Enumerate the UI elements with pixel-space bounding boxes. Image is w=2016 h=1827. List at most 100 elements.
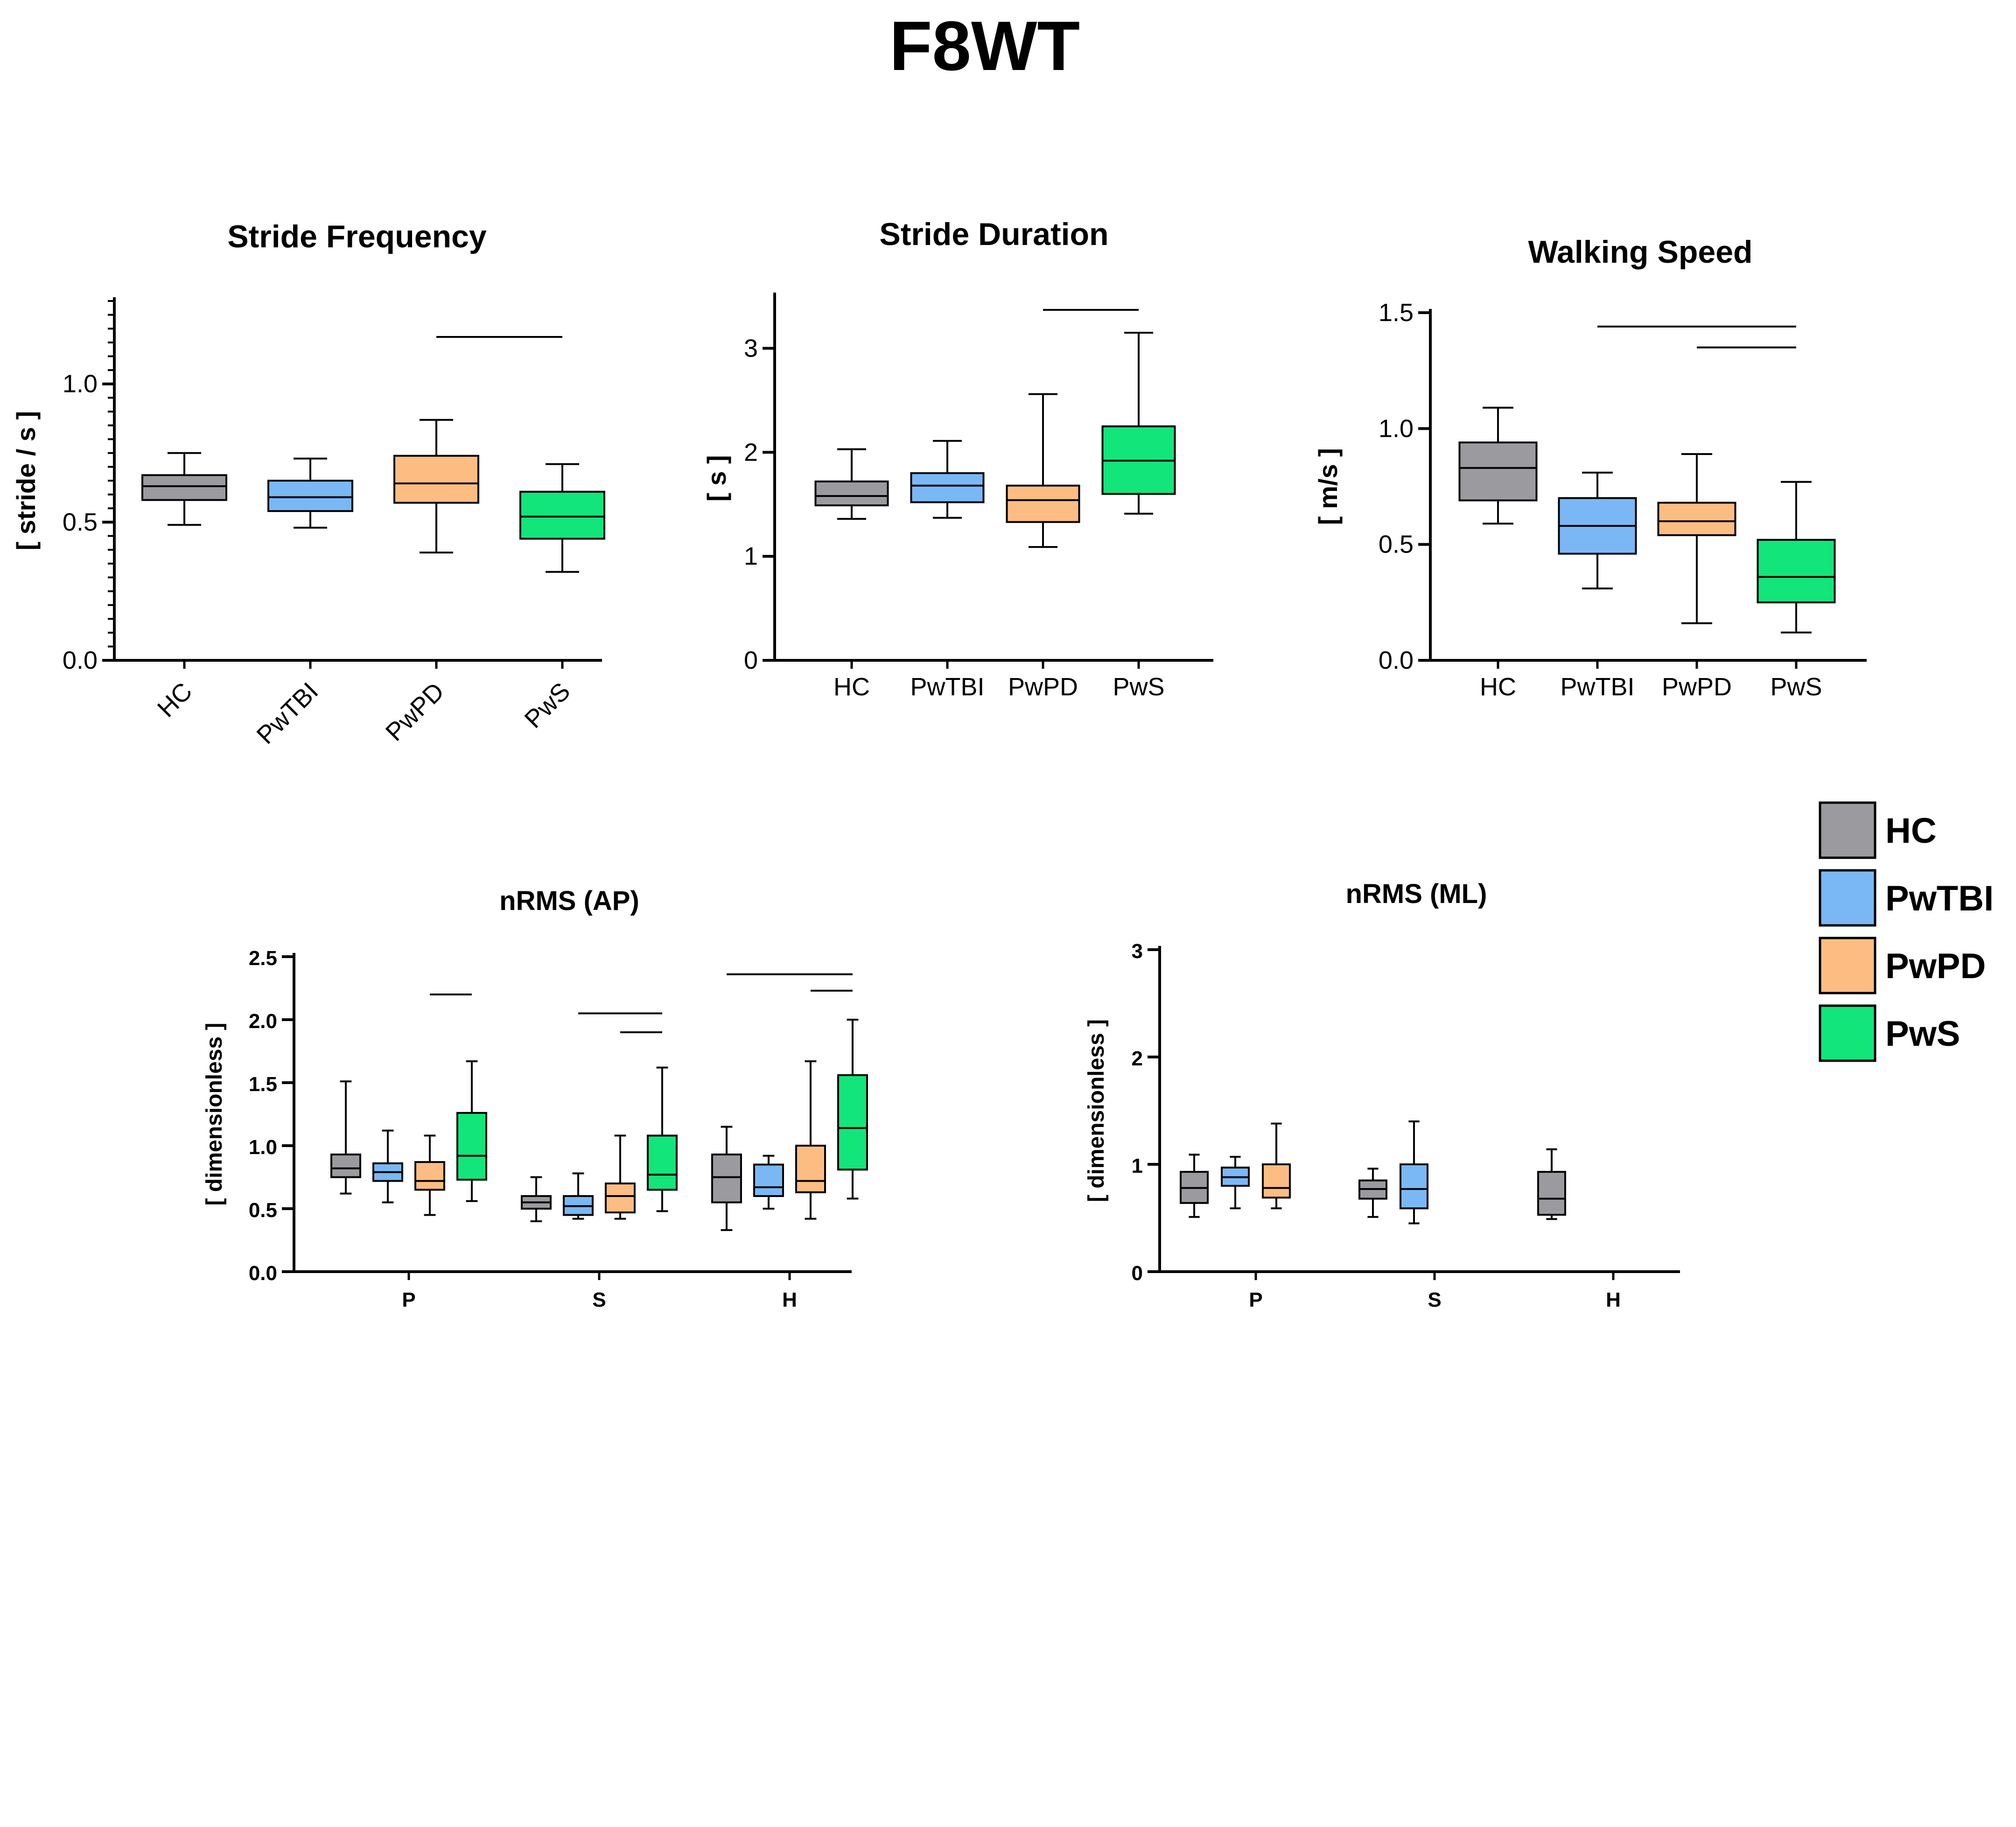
x-tick-label: HC xyxy=(833,673,870,701)
box-iqr xyxy=(837,1074,868,1171)
box-iqr xyxy=(814,480,889,506)
box-PwTBI xyxy=(1221,1155,1250,1210)
legend-swatch-PwS xyxy=(1819,1004,1876,1062)
box-iqr xyxy=(605,1183,636,1214)
chart-nrms-ml: nRMS (ML) 0 1 2 3 [ dimensionless ] P S H xyxy=(1084,879,1680,1311)
y-axis-label: [ dimensionless ] xyxy=(1084,1019,1109,1202)
x-tick-label: P xyxy=(1249,1288,1262,1311)
x-tick-label: PwS xyxy=(519,677,576,734)
y-tick-label: 2.0 xyxy=(249,1010,277,1033)
y-tick-label: 1.0 xyxy=(1379,414,1414,442)
chart-stride-frequency: Stride Frequency 0.0 0.5 1.0 [ stride / s ] H… xyxy=(11,219,605,749)
x-tick-label: H xyxy=(1606,1288,1621,1311)
box-HC xyxy=(1180,1154,1209,1218)
box-PwTBI xyxy=(910,440,985,519)
box-HC xyxy=(711,1126,742,1231)
box-PwTBI xyxy=(1400,1120,1428,1225)
x-tick-label: PwTBI xyxy=(252,677,324,749)
box-PwPD xyxy=(1262,1122,1291,1210)
y-tick-label: 0.0 xyxy=(1379,646,1414,674)
chart-title: Stride Duration xyxy=(879,217,1108,252)
chart-title: Walking Speed xyxy=(1528,234,1752,270)
box-HC xyxy=(1537,1148,1566,1220)
box-PwS xyxy=(519,463,605,573)
box-iqr xyxy=(1757,539,1836,603)
x-tick-label: PwTBI xyxy=(1560,673,1634,701)
box-PwPD xyxy=(393,419,479,553)
y-axis-label: [ dimensionless ] xyxy=(202,1022,227,1205)
box-iqr xyxy=(1006,484,1080,523)
box-iqr xyxy=(141,474,227,501)
box-PwTBI xyxy=(372,1129,403,1204)
box-PwPD xyxy=(414,1134,445,1216)
box-PwTBI xyxy=(753,1155,784,1210)
y-tick-label: 0 xyxy=(1132,1262,1143,1285)
box-iqr xyxy=(647,1134,678,1191)
box-PwPD xyxy=(795,1060,826,1220)
y-tick-label: 1.5 xyxy=(1379,299,1414,327)
box-iqr xyxy=(1657,502,1736,536)
box-iqr xyxy=(711,1153,742,1204)
x-tick-label: PwTBI xyxy=(910,673,984,701)
x-tick-label: PwS xyxy=(1113,673,1164,701)
box-HC xyxy=(1458,406,1538,525)
box-iqr xyxy=(519,490,605,540)
y-tick-label: 0 xyxy=(744,646,758,674)
x-tick-label: PwS xyxy=(1770,673,1822,701)
x-tick-label: PwPD xyxy=(1662,673,1732,701)
x-tick-label: S xyxy=(1428,1288,1441,1311)
main-title: F8WT xyxy=(889,7,1080,85)
y-tick-label: 2.5 xyxy=(249,947,277,970)
box-iqr xyxy=(330,1153,361,1178)
y-tick-label: 0.5 xyxy=(63,508,98,536)
x-tick-label: PwPD xyxy=(1008,673,1078,701)
x-tick-label: HC xyxy=(152,677,198,723)
box-iqr xyxy=(1537,1171,1566,1216)
box-PwPD xyxy=(1657,453,1736,624)
chart-nrms-ap: nRMS (AP) 0.0 0.5 1.0 1.5 2.0 2.5 [ dimensionle… xyxy=(202,886,868,1311)
box-iqr xyxy=(910,472,985,504)
chart-title: nRMS (AP) xyxy=(499,886,639,916)
chart-walking-speed: Walking Speed 0.0 0.5 1.0 1.5 [ m/s ] HC PwTBI P… xyxy=(1313,234,1867,701)
box-PwPD xyxy=(1006,393,1080,548)
y-tick-label: 1.0 xyxy=(63,370,98,398)
box-PwTBI xyxy=(267,457,353,529)
box-PwPD xyxy=(605,1134,636,1220)
legend-label-PwTBI: PwTBI xyxy=(1885,879,1994,918)
y-axis-label: [ stride / s ] xyxy=(11,411,41,551)
chart-title: Stride Frequency xyxy=(227,219,487,254)
box-iqr xyxy=(456,1112,487,1181)
legend-swatch-PwTBI xyxy=(1819,869,1876,927)
legend-swatch-HC xyxy=(1819,801,1876,859)
box-PwTBI xyxy=(1558,471,1637,590)
box-PwS xyxy=(456,1060,487,1202)
y-axis-label: [ s ] xyxy=(702,455,731,502)
legend-label-HC: HC xyxy=(1885,811,1937,851)
box-HC xyxy=(141,452,227,526)
y-axis-label: [ m/s ] xyxy=(1313,448,1343,525)
y-tick-label: 0.5 xyxy=(1379,531,1414,559)
box-iqr xyxy=(753,1163,784,1197)
box-PwS xyxy=(1101,332,1176,515)
y-tick-label: 1 xyxy=(744,542,758,570)
box-iqr xyxy=(795,1145,826,1193)
box-PwS xyxy=(647,1066,678,1212)
y-tick-label: 0.0 xyxy=(249,1262,277,1285)
legend-swatch-PwPD xyxy=(1819,937,1876,994)
y-tick-label: 3 xyxy=(1132,940,1143,963)
box-HC xyxy=(814,448,889,520)
box-PwS xyxy=(837,1019,868,1200)
x-tick-label: S xyxy=(592,1288,606,1311)
box-HC xyxy=(330,1080,361,1195)
box-HC xyxy=(1358,1168,1387,1218)
box-PwS xyxy=(1757,481,1836,634)
x-tick-label: P xyxy=(402,1288,415,1311)
y-tick-label: 1.5 xyxy=(249,1073,277,1096)
x-tick-label: H xyxy=(782,1288,797,1311)
y-tick-label: 1 xyxy=(1132,1155,1143,1177)
y-tick-label: 2 xyxy=(744,438,758,466)
box-iqr xyxy=(393,455,479,504)
box-iqr xyxy=(1458,441,1538,502)
